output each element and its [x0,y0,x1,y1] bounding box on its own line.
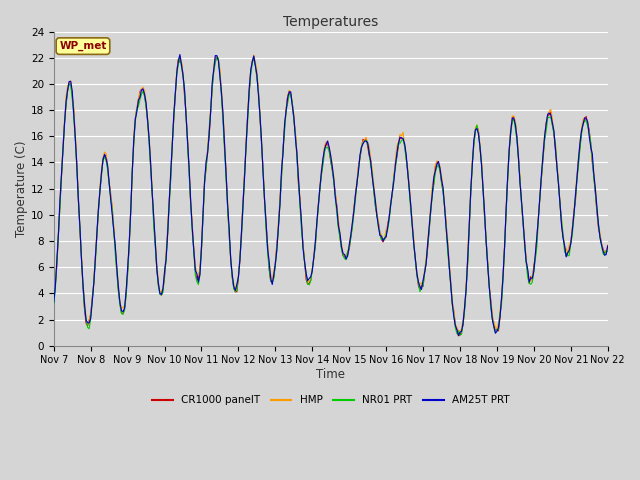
Text: WP_met: WP_met [60,41,107,51]
Title: Temperatures: Temperatures [283,15,378,29]
X-axis label: Time: Time [316,368,345,381]
Y-axis label: Temperature (C): Temperature (C) [15,140,28,237]
Legend: CR1000 panelT, HMP, NR01 PRT, AM25T PRT: CR1000 panelT, HMP, NR01 PRT, AM25T PRT [148,391,514,409]
